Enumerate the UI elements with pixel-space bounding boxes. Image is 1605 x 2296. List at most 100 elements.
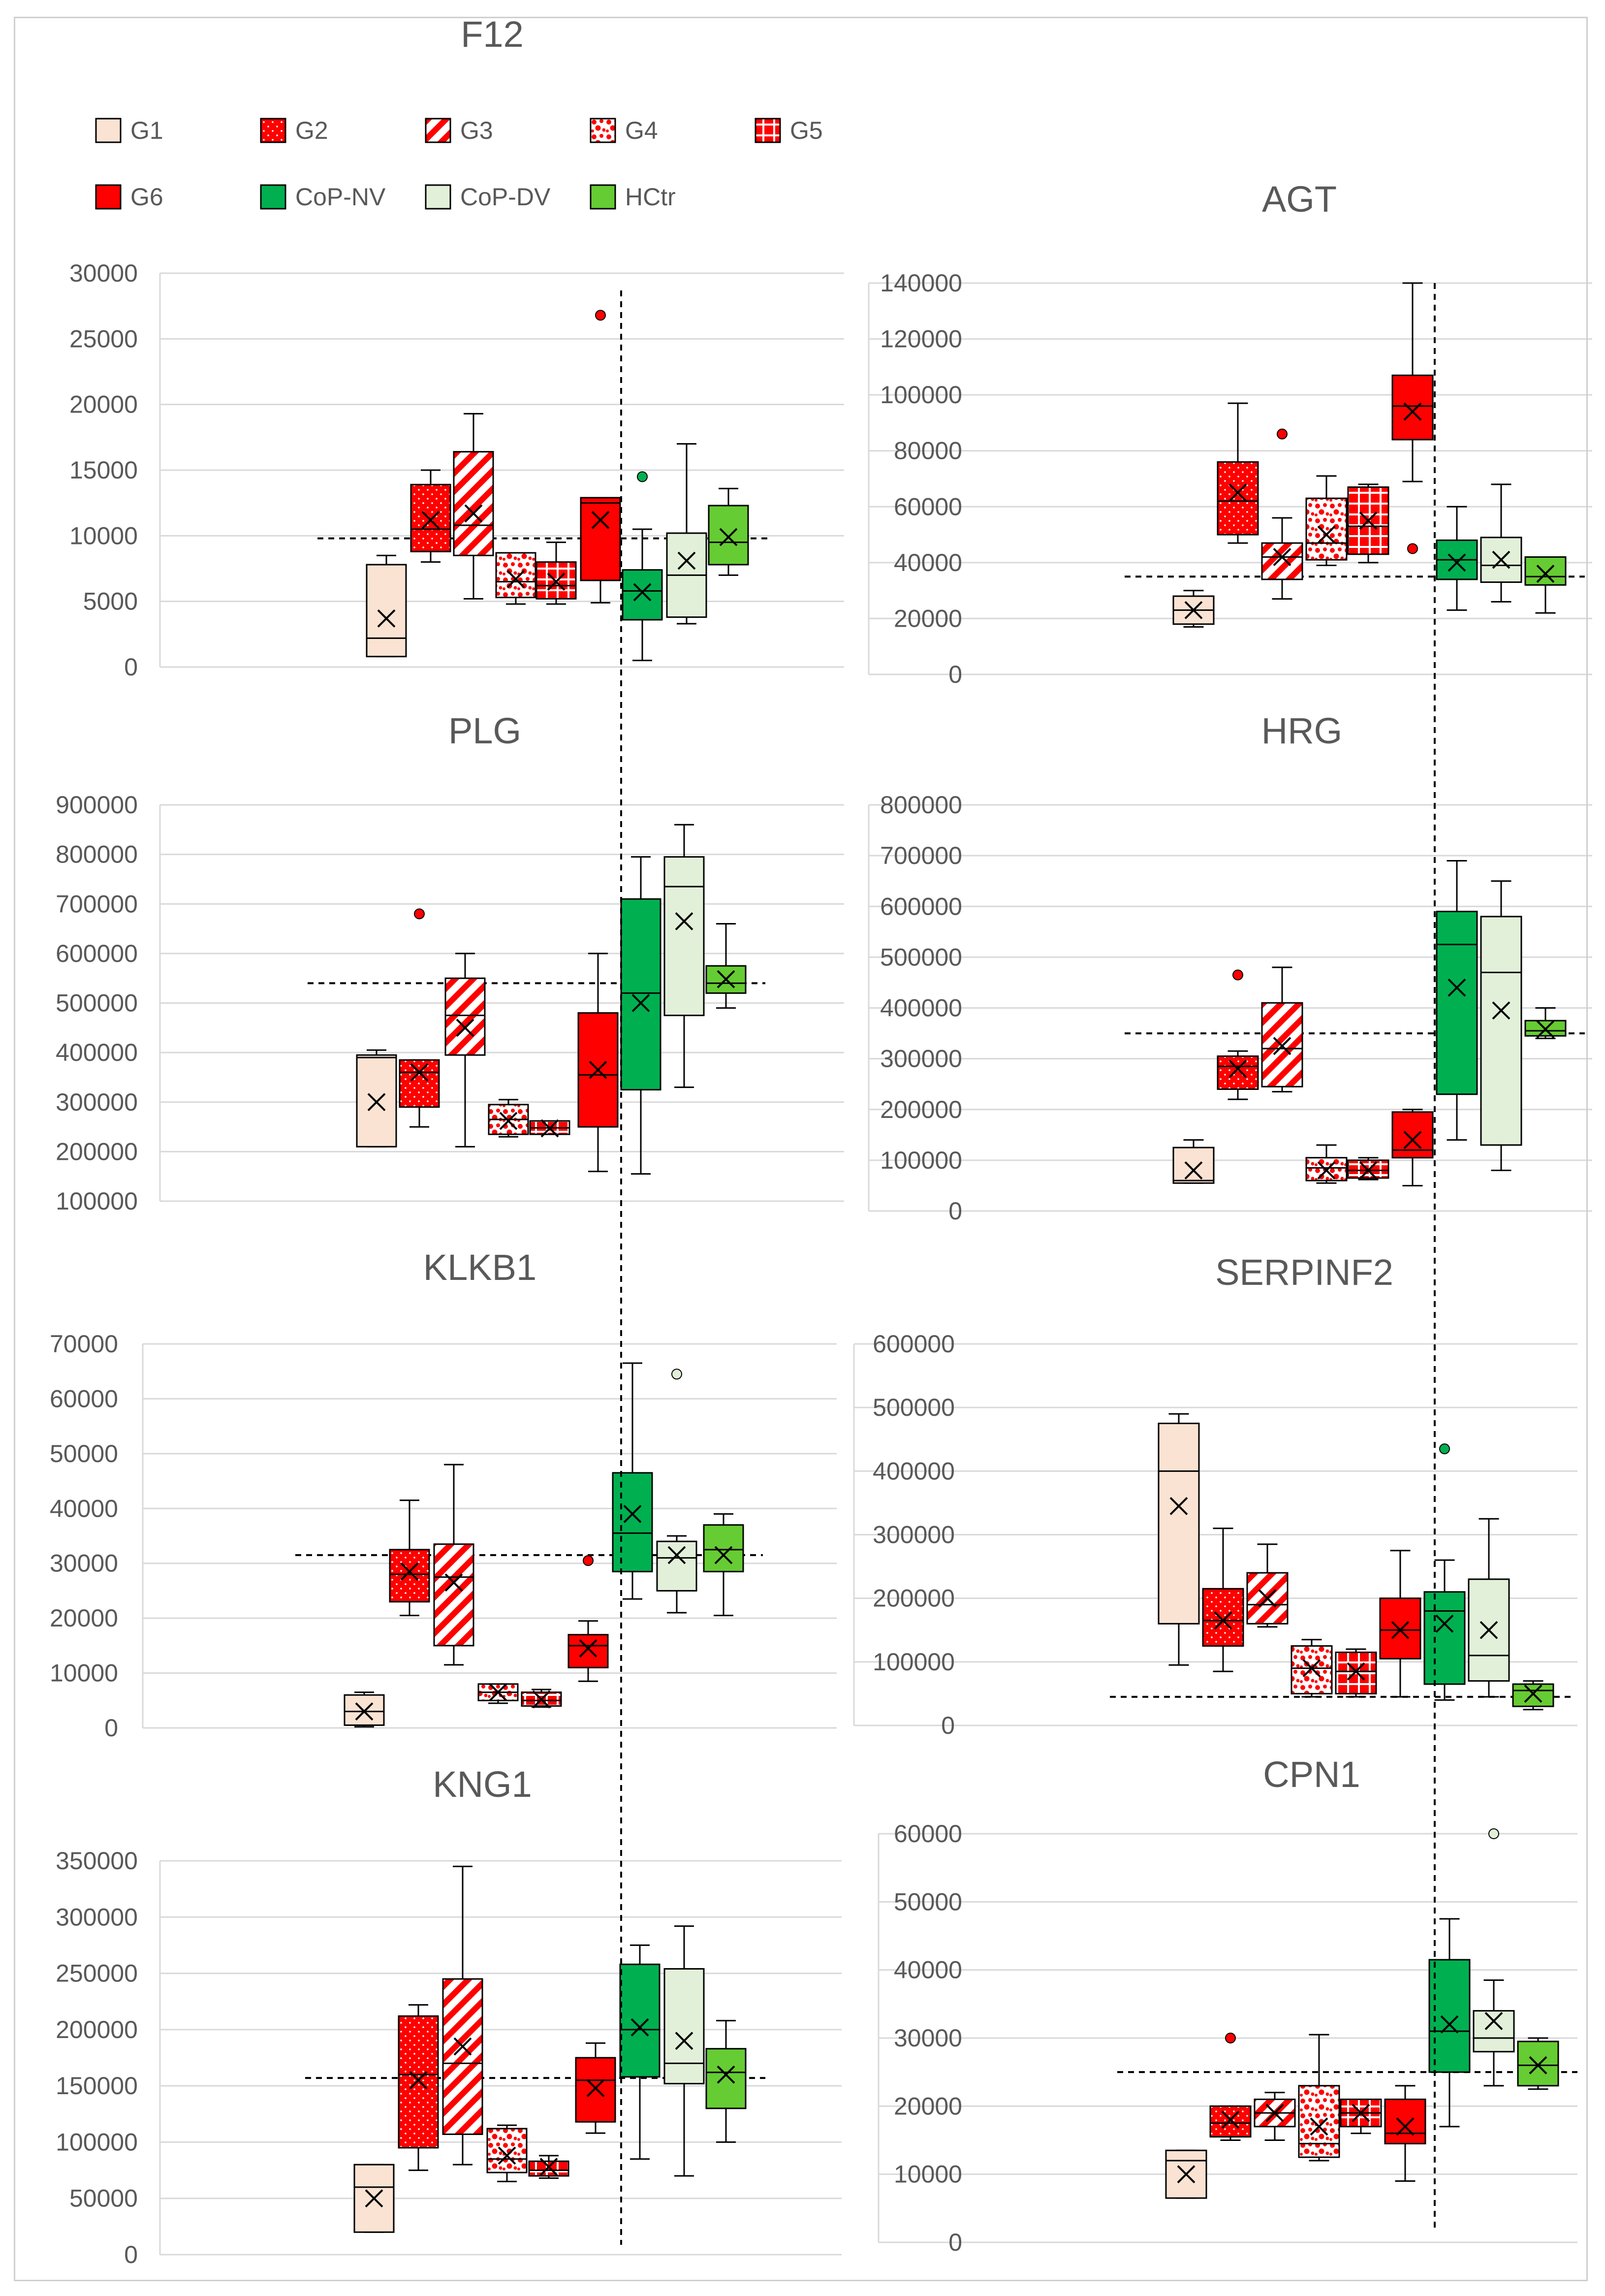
mean-marker [532,1690,551,1709]
box-g3 [1261,966,1303,1093]
mean-marker [630,2018,649,2037]
mean-marker [1536,565,1555,583]
y-tick-label: 100000 [56,1187,138,1215]
mean-marker [631,994,650,1012]
box-g3 [1254,2092,1296,2141]
legend-label: G3 [460,117,493,144]
legend: G1 G2 G3 G4 G5 G6 CoP-NV CoP-DV HCtr [95,117,823,211]
chart-title: KNG1 [433,1764,532,1805]
legend-label: G5 [790,117,823,144]
box-iqr [1391,1111,1434,1159]
box-iqr [1473,2010,1515,2053]
legend-swatch-cop-nv [260,184,286,210]
mean-marker [1177,2165,1196,2184]
mean-marker [1391,1621,1410,1639]
y-tick-label: 600000 [880,893,962,920]
y-tick-label: 150000 [56,2072,138,2100]
box-iqr [1261,542,1303,580]
y-tick-label: 10000 [50,1659,118,1687]
y-tick-label: 400000 [873,1457,955,1485]
y-tick-label: 20000 [894,2092,962,2120]
box-hctr [703,1513,744,1617]
box-iqr [1379,1597,1421,1659]
box-iqr [663,856,705,1017]
y-tick-label: 40000 [894,549,962,576]
box-g5 [521,1689,562,1709]
box-g1 [1172,1139,1215,1184]
box-cop-nv [622,471,663,662]
mean-marker [499,1112,518,1130]
box-g2 [1217,969,1259,1100]
y-tick-label: 700000 [880,842,962,869]
y-tick-label: 200000 [873,1585,955,1612]
y-tick-label: 0 [104,1714,118,1742]
box-g6 [567,1555,609,1682]
mean-marker [1310,2117,1328,2136]
box-iqr [703,1524,744,1572]
box-cop-nv [1436,860,1478,1141]
legend-entry-cop-nv: CoP-NV [260,183,386,211]
box-iqr [389,1549,430,1603]
mean-marker [633,583,652,602]
mean-marker [1479,1621,1498,1639]
y-tick-label: 100000 [880,1147,962,1174]
box-cop-dv [1480,880,1522,1171]
box-iqr [398,2015,439,2149]
mean-marker [1359,511,1378,530]
box-iqr [366,564,407,658]
y-tick-label: 500000 [880,943,962,971]
mean-marker [1317,1161,1336,1180]
mean-marker [1448,978,1466,997]
box-iqr [1217,1055,1259,1090]
legend-entry-g1: G1 [95,117,163,144]
box-g6 [1384,2085,1426,2182]
mean-marker [540,1119,559,1138]
mean-marker [1524,1685,1542,1703]
legend-entry-g2: G2 [260,117,328,144]
y-tick-label: 5000 [83,588,138,615]
y-tick-label: 10000 [894,2161,962,2188]
box-hctr [708,487,749,576]
legend-swatch-hctr [590,184,616,210]
y-tick-label: 100000 [56,2128,138,2156]
y-tick-label: 80000 [894,437,962,465]
box-iqr [656,1540,697,1592]
box-iqr [453,451,494,556]
y-tick-label: 60000 [894,493,962,520]
y-tick-label: 250000 [56,1960,138,1987]
box-g6 [1391,282,1434,554]
y-tick-label: 60000 [50,1385,118,1412]
box-iqr [442,1978,483,2135]
box-cop-dv [1480,483,1522,603]
mean-marker [1265,2104,1284,2122]
mean-marker [1529,2056,1547,2074]
box-g5 [529,1119,570,1138]
y-tick-label: 300000 [873,1521,955,1549]
y-tick-label: 60000 [894,1820,962,1848]
mean-marker [623,1505,642,1523]
box-iqr [1384,2099,1426,2144]
mean-marker [1184,1161,1203,1180]
box-g1 [356,1049,397,1148]
y-tick-label: 900000 [56,791,138,819]
mean-marker [547,573,566,591]
box-g4 [1305,1144,1348,1184]
box-g5 [1347,483,1389,564]
box-iqr [612,1472,653,1572]
box-g1 [1172,590,1215,628]
box-iqr [1423,1591,1466,1685]
outlier-point [595,310,606,321]
box-iqr [1305,497,1348,561]
box-cop-dv [663,1925,705,2177]
box-g1 [1158,1413,1200,1666]
box-iqr [1512,1683,1554,1707]
outlier-point [1439,1443,1450,1455]
box-iqr [410,483,451,552]
mean-marker [1214,1611,1232,1630]
box-iqr [1335,1651,1377,1694]
y-tick-label: 50000 [50,1440,118,1467]
box-iqr [619,1963,661,2078]
mean-marker [717,970,735,989]
box-cop-dv [663,824,705,1088]
mean-marker [1273,548,1291,566]
